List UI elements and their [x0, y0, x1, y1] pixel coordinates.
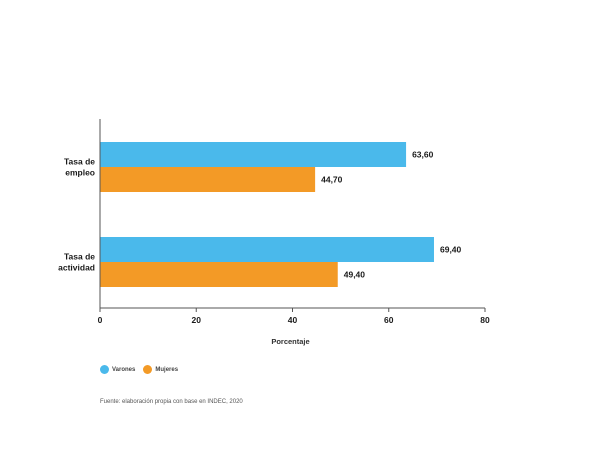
x-tick-label-80: 80 [480, 315, 490, 325]
category-label-tasa-de-empleo-line-1: Tasa de [64, 157, 95, 167]
data-label-tasa-de-actividad-mujeres: 49,40 [344, 270, 366, 280]
category-label-tasa-de-actividad-line-2: actividad [58, 263, 95, 273]
legend-label-mujeres: Mujeres [155, 366, 179, 373]
source-note: Fuente: elaboración propia con base en I… [100, 399, 243, 405]
x-tick-label-60: 60 [384, 315, 394, 325]
category-label-tasa-de-empleo-line-2: empleo [65, 168, 95, 178]
data-label-tasa-de-empleo-mujeres: 44,70 [321, 175, 343, 185]
category-label-tasa-de-actividad-line-1: Tasa de [64, 252, 95, 262]
x-tick-label-40: 40 [288, 315, 298, 325]
legend-swatch-varones [100, 365, 109, 374]
bar-tasa-de-actividad-mujeres [100, 262, 338, 287]
bar-tasa-de-empleo-mujeres [100, 167, 316, 192]
legend-swatch-mujeres [143, 365, 153, 374]
legend-item-mujeres: Mujeres [143, 365, 178, 374]
data-label-tasa-de-actividad-varones: 69,40 [440, 245, 462, 255]
x-axis-title: Porcentaje [271, 337, 309, 346]
legend-label-varones: Varones [112, 366, 136, 373]
legend-item-varones: Varones [100, 365, 135, 374]
axes-group [99, 119, 486, 312]
x-tick-label-0: 0 [98, 315, 103, 325]
x-tick-label-20: 20 [192, 315, 202, 325]
bars-group [100, 142, 434, 287]
bar-tasa-de-empleo-varones [100, 142, 407, 167]
data-label-tasa-de-empleo-varones: 63,60 [412, 150, 434, 160]
legend: Varones Mujeres [100, 365, 178, 374]
bar-tasa-de-actividad-varones [100, 237, 434, 262]
